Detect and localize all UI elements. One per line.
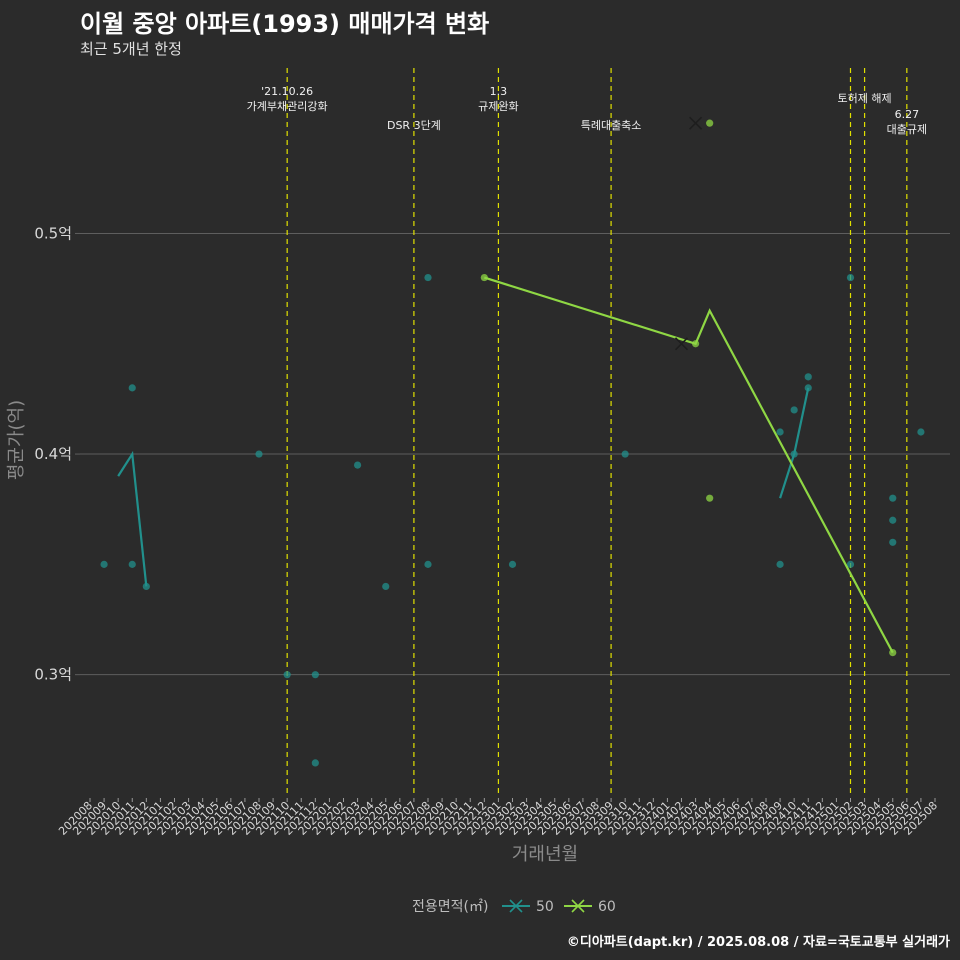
legend-label: 60 — [598, 899, 616, 915]
y-tick-label: 0.4억 — [34, 445, 72, 463]
policy-event-label: 1.3 — [490, 85, 508, 98]
y-tick-label: 0.3억 — [34, 666, 72, 684]
chart-subtitle: 최근 5개년 한정 — [80, 40, 182, 58]
policy-event-label: 토허제 해제 — [838, 91, 892, 105]
data-point-50 — [846, 560, 855, 568]
data-point-50 — [846, 273, 855, 282]
policy-event-label: 특례대출축소 — [581, 119, 642, 132]
policy-event-label: 대출규제 — [887, 123, 927, 136]
data-point-50 — [311, 759, 319, 767]
cross-marker-stroke — [674, 337, 689, 351]
data-point-60 — [706, 119, 714, 127]
policy-event-label: 가계부채관리강화 — [247, 100, 328, 113]
data-point-50 — [621, 450, 629, 458]
policy-event-label: 6.27 — [895, 108, 920, 121]
source-caption: ©디아파트(dapt.kr) / 2025.08.08 / 자료=국토교통부 실… — [566, 935, 950, 950]
data-point-50 — [804, 373, 812, 381]
legend-item-60: 60 — [564, 899, 616, 915]
data-point-50 — [382, 582, 390, 591]
cross-marker — [689, 116, 703, 130]
policy-event-label: 규제완화 — [478, 100, 518, 113]
legend-label: 50 — [536, 899, 554, 915]
data-point-50 — [424, 273, 432, 282]
y-tick-label: 0.5억 — [34, 224, 72, 242]
data-point-50 — [776, 428, 784, 436]
data-point-50 — [790, 406, 798, 414]
legend-swatch-cross — [509, 899, 523, 913]
data-point-50 — [424, 560, 432, 568]
data-point-50 — [255, 450, 263, 458]
data-point-50 — [353, 461, 362, 469]
policy-event-label: DSR 3단계 — [387, 119, 441, 132]
cross-marker-stroke — [689, 116, 703, 130]
data-point-50 — [917, 428, 925, 436]
data-point-50 — [889, 516, 897, 524]
x-axis-title: 거래년월 — [512, 844, 578, 865]
data-point-50 — [311, 671, 319, 679]
legend-swatch-cross — [571, 899, 585, 913]
data-point-50 — [128, 560, 136, 568]
data-point-50 — [100, 560, 108, 568]
trend-line-60 — [484, 276, 894, 654]
y-axis-title: 평균가(억) — [6, 400, 27, 480]
policy-event-label: '21.10.26 — [261, 85, 313, 98]
chart-title: 이월 중앙 아파트(1993) 매매가격 변화 — [80, 10, 490, 38]
data-point-50 — [142, 582, 150, 591]
data-point-50 — [889, 494, 897, 502]
trend-line-50 — [117, 450, 148, 587]
data-point-50 — [508, 560, 517, 568]
trend-line-50 — [779, 387, 810, 499]
legend-item-50: 50 — [502, 899, 554, 915]
data-point-50 — [889, 538, 897, 546]
data-point-50 — [776, 560, 784, 568]
data-point-50 — [283, 671, 291, 679]
cross-marker — [674, 337, 689, 351]
legend-title: 전용면적(㎡) — [412, 899, 488, 915]
data-point-60 — [706, 494, 714, 502]
data-point-50 — [128, 384, 136, 392]
